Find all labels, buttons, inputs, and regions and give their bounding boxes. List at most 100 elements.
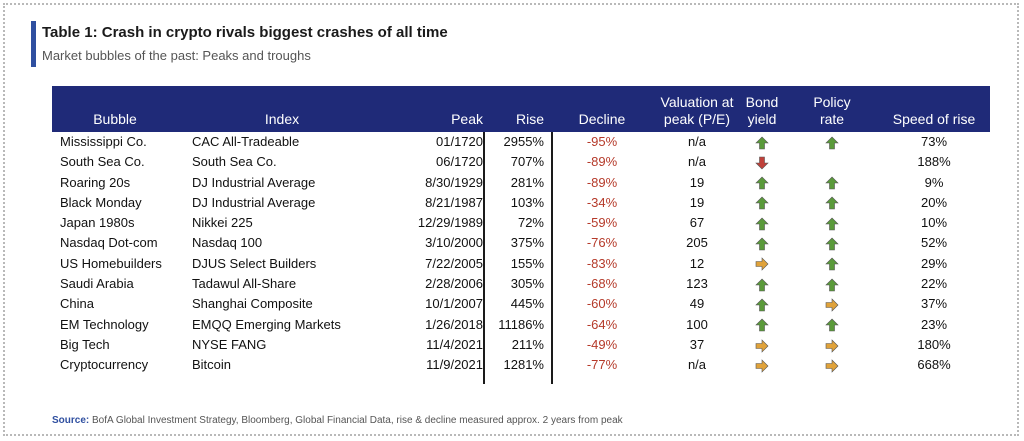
cell-peak: 7/22/2005 xyxy=(425,255,483,271)
cell-bubble: Big Tech xyxy=(60,336,110,352)
arrow-right-icon xyxy=(825,298,839,312)
table-row: South Sea Co. South Sea Co. 06/1720 707% -89… xyxy=(52,152,990,172)
arrow-up-icon xyxy=(755,197,769,210)
arrow-up-icon xyxy=(755,217,769,231)
arrow-up-icon xyxy=(755,136,769,149)
cell-policy xyxy=(802,276,862,292)
cell-index: DJ Industrial Average xyxy=(192,194,316,210)
cell-bubble: Cryptocurrency xyxy=(60,357,149,373)
cell-bubble: Saudi Arabia xyxy=(60,276,134,292)
table-row: Big Tech NYSE FANG 11/4/2021 211% -49% 37 180% xyxy=(52,335,990,355)
cell-bubble: EM Technology xyxy=(60,316,149,332)
cell-bond xyxy=(732,195,792,211)
cell-index: Bitcoin xyxy=(192,357,232,373)
header-policy-line2: rate xyxy=(819,111,845,127)
cell-bond xyxy=(732,235,792,251)
cell-valuation: n/a xyxy=(687,357,707,373)
cell-valuation: 19 xyxy=(689,174,705,190)
header-peak: Peak xyxy=(451,111,483,127)
header-valuation-line1: Valuation at xyxy=(660,94,734,110)
cell-index: South Sea Co. xyxy=(192,154,277,170)
header-speed: Speed of rise xyxy=(892,111,976,127)
header-bond-yield: Bond yield xyxy=(732,94,792,128)
cell-bond xyxy=(732,317,792,333)
cell-bubble: South Sea Co. xyxy=(60,154,145,170)
cell-policy xyxy=(802,235,862,251)
source-note: Source: BofA Global Investment Strategy,… xyxy=(52,415,623,426)
cell-valuation: n/a xyxy=(687,134,707,149)
cell-rise: 445% xyxy=(510,296,544,312)
header-policy-rate: Policy rate xyxy=(802,94,862,128)
cell-index: DJ Industrial Average xyxy=(192,174,316,190)
cell-decline: -64% xyxy=(586,316,618,332)
header-rise: Rise xyxy=(515,111,544,127)
arrow-right-icon xyxy=(825,359,839,373)
cell-speed: 668% xyxy=(917,357,951,373)
divider-rise-decline xyxy=(551,132,553,384)
arrow-up-icon xyxy=(755,237,769,251)
cell-rise: 1281% xyxy=(503,357,544,373)
header-bond-line1: Bond xyxy=(745,94,779,110)
cell-decline: -59% xyxy=(586,215,618,231)
cell-speed: 180% xyxy=(917,336,951,352)
header-valuation: Valuation at peak (P/E) xyxy=(646,94,748,128)
source-label: Source: xyxy=(52,415,90,426)
cell-bond xyxy=(732,337,792,353)
header-valuation-line2: peak (P/E) xyxy=(663,111,731,127)
cell-bond xyxy=(732,256,792,272)
cell-speed: 37% xyxy=(920,296,948,312)
cell-bubble: Mississippi Co. xyxy=(60,134,147,149)
cell-bubble: Nasdaq Dot-com xyxy=(60,235,158,251)
cell-peak: 8/30/1929 xyxy=(425,174,483,190)
cell-valuation: 12 xyxy=(689,255,705,271)
cell-policy xyxy=(802,337,862,353)
cell-policy xyxy=(802,256,862,272)
cell-bond xyxy=(732,215,792,231)
cell-valuation: 100 xyxy=(686,316,708,332)
cell-index: CAC All-Tradeable xyxy=(192,134,300,149)
cell-speed: 10% xyxy=(920,215,948,231)
cell-peak: 2/28/2006 xyxy=(425,276,483,292)
arrow-right-icon xyxy=(825,338,839,353)
header-policy-line1: Policy xyxy=(813,94,851,110)
cell-policy xyxy=(802,195,862,211)
arrow-up-icon xyxy=(825,318,839,332)
table-row: EM Technology EMQQ Emerging Markets 1/26/2… xyxy=(52,315,990,335)
table-row: Cryptocurrency Bitcoin 11/9/2021 1281% -77% n… xyxy=(52,355,990,375)
arrow-up-icon xyxy=(825,176,839,190)
table-row: Saudi Arabia Tadawul All-Share 2/28/2006 30… xyxy=(52,274,990,294)
header-bond-line2: yield xyxy=(747,111,777,127)
cell-policy xyxy=(802,296,862,312)
cell-decline: -89% xyxy=(586,174,618,190)
cell-decline: -60% xyxy=(586,296,618,312)
cell-peak: 11/4/2021 xyxy=(426,336,483,352)
cell-index: Shanghai Composite xyxy=(192,296,313,312)
table-row: US Homebuilders DJUS Select Builders 7/22/… xyxy=(52,254,990,274)
cell-peak: 10/1/2007 xyxy=(425,296,483,312)
cell-valuation: 205 xyxy=(686,235,708,251)
cell-rise: 305% xyxy=(510,276,544,292)
arrow-up-icon xyxy=(755,278,769,291)
cell-decline: -49% xyxy=(586,336,618,352)
cell-policy xyxy=(802,134,862,150)
arrow-right-icon xyxy=(755,338,769,353)
cell-index: Tadawul All-Share xyxy=(192,276,297,292)
cell-bond xyxy=(732,276,792,292)
cell-speed: 22% xyxy=(920,276,948,292)
cell-bond xyxy=(732,175,792,191)
cell-decline: -95% xyxy=(586,134,618,149)
table-row: Japan 1980s Nikkei 225 12/29/1989 72% -59% 67… xyxy=(52,213,990,233)
cell-peak: 1/26/2018 xyxy=(425,316,483,332)
cell-index: Nikkei 225 xyxy=(192,215,253,231)
cell-policy xyxy=(802,215,862,231)
cell-rise: 2955% xyxy=(503,134,544,149)
cell-policy xyxy=(802,317,862,333)
cell-peak: 06/1720 xyxy=(436,154,483,170)
cell-rise: 211% xyxy=(511,336,544,352)
header-decline: Decline xyxy=(578,111,626,127)
arrow-up-icon xyxy=(755,318,769,332)
cell-policy xyxy=(802,357,862,373)
source-text: BofA Global Investment Strategy, Bloombe… xyxy=(89,415,623,426)
cell-index: NYSE FANG xyxy=(192,336,267,352)
cell-speed: 9% xyxy=(924,174,944,190)
